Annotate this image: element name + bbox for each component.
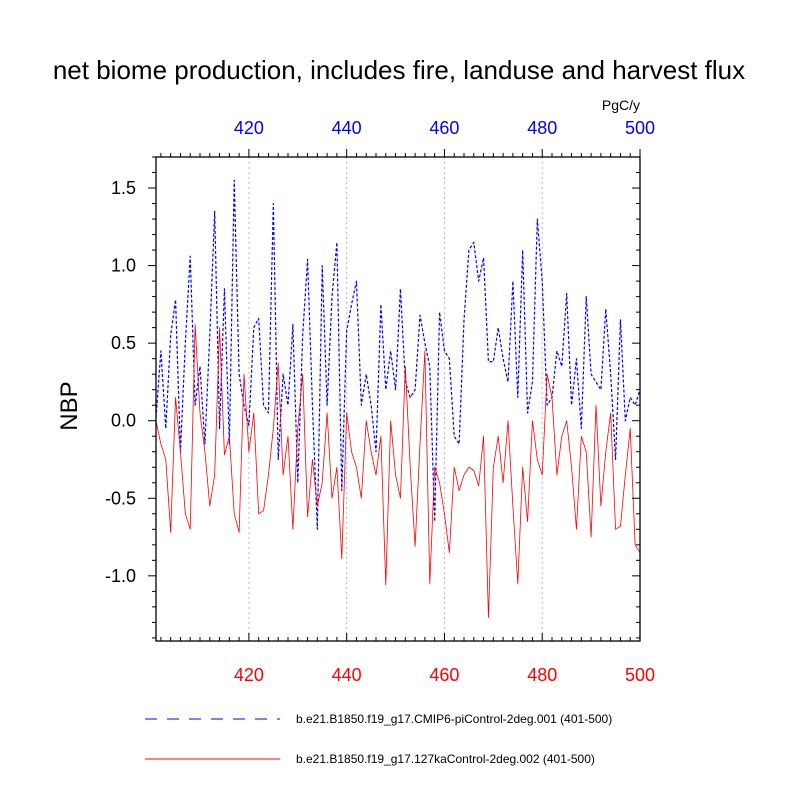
x-tick-label-bottom-460: 460 xyxy=(429,665,459,685)
gridlines xyxy=(248,157,543,641)
series-line-2 xyxy=(155,324,641,619)
x-tick-label-bottom-420: 420 xyxy=(234,665,264,685)
x-tick-label-top-440: 440 xyxy=(332,118,362,138)
y-axis-title: NBP xyxy=(56,381,83,430)
ticks xyxy=(148,149,641,641)
y-tick-label-0.0: 0.0 xyxy=(111,411,136,431)
tick-labels: 420 440 460 480 500 420 440 460 480 500 -1.0 -0.5 0.… xyxy=(105,118,655,685)
y-tick-label--0.5: -0.5 xyxy=(105,488,136,508)
series-line-1 xyxy=(155,179,641,530)
legend-label-series-1: b.e21.B1850.f19_g17.CMIP6-piControl-2deg… xyxy=(296,712,612,726)
y-tick-label-1.5: 1.5 xyxy=(111,178,136,198)
x-tick-label-bottom-480: 480 xyxy=(527,665,557,685)
units-label: PgC/y xyxy=(602,97,640,113)
legend: b.e21.B1850.f19_g17.CMIP6-piControl-2deg… xyxy=(145,712,612,766)
x-tick-label-top-480: 480 xyxy=(527,118,557,138)
x-tick-label-top-420: 420 xyxy=(234,118,264,138)
x-tick-label-top-500: 500 xyxy=(625,118,655,138)
plot-frame xyxy=(155,156,641,642)
series-group xyxy=(155,179,641,619)
chart-title: net biome production, includes fire, lan… xyxy=(53,55,745,85)
x-tick-label-bottom-500: 500 xyxy=(625,665,655,685)
y-tick-label-0.5: 0.5 xyxy=(111,333,136,353)
y-tick-label--1.0: -1.0 xyxy=(105,566,136,586)
y-tick-label-1.0: 1.0 xyxy=(111,256,136,276)
x-tick-label-bottom-440: 440 xyxy=(332,665,362,685)
legend-label-series-2: b.e21.B1850.f19_g17.127kaControl-2deg.00… xyxy=(296,752,595,766)
x-tick-label-top-460: 460 xyxy=(429,118,459,138)
